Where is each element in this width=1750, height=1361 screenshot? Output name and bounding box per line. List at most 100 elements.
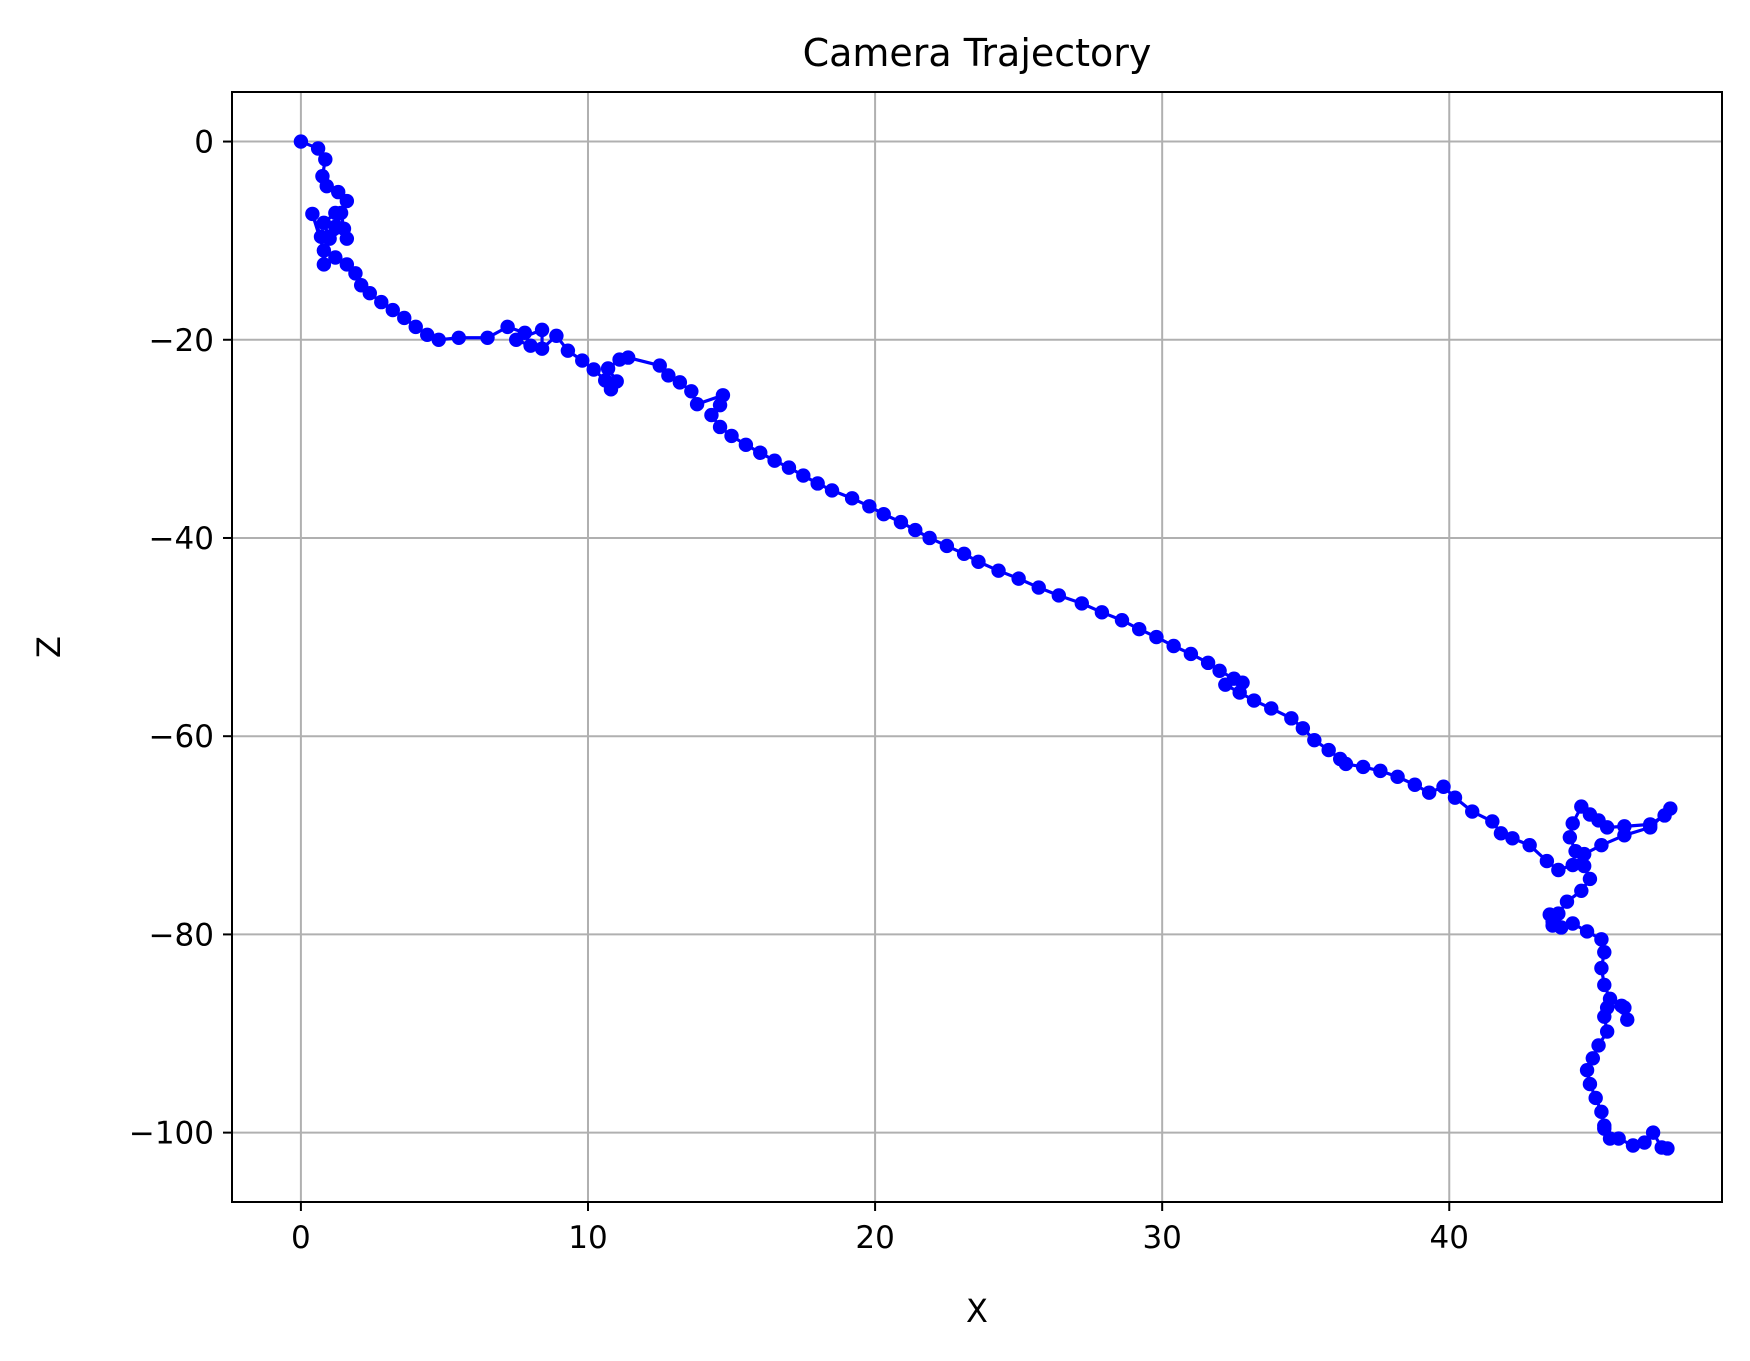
trajectory-point bbox=[609, 374, 624, 389]
trajectory-point bbox=[712, 419, 728, 435]
trajectory-point bbox=[1620, 1012, 1635, 1027]
trajectory-point bbox=[328, 205, 343, 221]
trajectory-point bbox=[672, 375, 688, 390]
trajectory-point bbox=[331, 184, 346, 200]
trajectory-point bbox=[1390, 769, 1405, 785]
trajectory-point bbox=[684, 384, 699, 399]
x-tick-label: 10 bbox=[568, 1220, 607, 1256]
trajectory-point bbox=[374, 294, 389, 310]
plot-frame bbox=[231, 91, 1723, 1203]
trajectory-point bbox=[600, 361, 616, 376]
trajectory-point bbox=[310, 141, 326, 156]
trajectory-point bbox=[586, 362, 601, 377]
trajectory-point bbox=[796, 468, 811, 483]
trajectory-point bbox=[1597, 945, 1612, 960]
x-tick-label: 30 bbox=[1142, 1220, 1181, 1256]
trajectory-point bbox=[1051, 588, 1067, 603]
trajectory-point bbox=[1645, 1125, 1661, 1140]
trajectory-point bbox=[620, 350, 636, 365]
trajectory-point bbox=[549, 328, 564, 344]
trajectory-point bbox=[1594, 838, 1609, 853]
trajectory-point bbox=[689, 396, 705, 412]
trajectory-point bbox=[1436, 779, 1451, 794]
y-tick-label: −100 bbox=[129, 1116, 214, 1152]
trajectory-point bbox=[1493, 826, 1509, 841]
trajectory-point bbox=[893, 514, 909, 530]
y-tick-label: −60 bbox=[149, 719, 214, 755]
trajectory-point bbox=[1594, 932, 1609, 947]
trajectory-point bbox=[1011, 571, 1026, 586]
trajectory-point bbox=[362, 285, 378, 301]
trajectory-point bbox=[1114, 613, 1130, 628]
trajectory-point bbox=[991, 563, 1006, 578]
trajectory-point bbox=[1637, 1135, 1652, 1150]
trajectory-point bbox=[1576, 858, 1592, 874]
trajectory-point bbox=[1611, 1131, 1626, 1146]
y-axis-label: Z bbox=[30, 636, 68, 658]
trajectory-point bbox=[1565, 816, 1580, 831]
trajectory-point bbox=[1166, 638, 1181, 654]
trajectory-point bbox=[844, 491, 860, 506]
trajectory-point bbox=[1579, 1062, 1595, 1078]
trajectory-point bbox=[1588, 1090, 1603, 1106]
trajectory-point bbox=[1643, 817, 1658, 832]
trajectory-point bbox=[1505, 831, 1520, 846]
trajectory-point bbox=[1565, 857, 1580, 873]
y-tick-label: −40 bbox=[149, 521, 214, 557]
trajectory-point bbox=[420, 327, 435, 343]
trajectory-point bbox=[1617, 819, 1632, 834]
trajectory-point bbox=[385, 302, 400, 318]
trajectory-line bbox=[300, 140, 1672, 1151]
trajectory-point bbox=[451, 330, 467, 345]
trajectory-point bbox=[480, 330, 495, 345]
trajectory-point bbox=[1568, 843, 1583, 859]
trajectory-point bbox=[1307, 732, 1322, 748]
trajectory-point bbox=[939, 538, 955, 554]
y-tick-label: −80 bbox=[149, 917, 214, 953]
trajectory-point bbox=[1183, 646, 1199, 662]
trajectory-point bbox=[862, 499, 877, 514]
trajectory-point bbox=[316, 243, 332, 258]
trajectory-point bbox=[316, 215, 332, 231]
trajectory-point bbox=[1094, 605, 1110, 620]
trajectory-point bbox=[1284, 711, 1299, 726]
trajectory-point bbox=[1614, 998, 1629, 1013]
trajectory-point bbox=[1660, 1141, 1675, 1156]
trajectory-point bbox=[1338, 756, 1354, 772]
trajectory-point bbox=[1597, 1121, 1612, 1136]
trajectory-point bbox=[1321, 742, 1336, 758]
trajectory-point bbox=[560, 343, 576, 358]
trajectory-point bbox=[339, 193, 355, 209]
trajectory-point bbox=[293, 134, 309, 149]
trajectory-point bbox=[1232, 685, 1247, 700]
trajectory-point bbox=[956, 546, 972, 562]
trajectory-point bbox=[1074, 596, 1089, 611]
trajectory-point bbox=[397, 310, 412, 326]
trajectory-point bbox=[318, 152, 333, 167]
trajectory-point bbox=[781, 460, 797, 475]
trajectory-point bbox=[1522, 838, 1537, 853]
trajectory-point bbox=[305, 206, 320, 222]
trajectory-point bbox=[767, 453, 782, 468]
trajectory-point bbox=[1591, 1038, 1606, 1053]
trajectory-point bbox=[1246, 693, 1262, 708]
trajectory-point bbox=[1218, 677, 1233, 692]
trajectory-point bbox=[1447, 790, 1463, 805]
trajectory-point bbox=[1551, 862, 1566, 878]
trajectory-point bbox=[1594, 1104, 1609, 1120]
series-layer bbox=[293, 134, 1678, 1156]
trajectory-point bbox=[408, 319, 423, 335]
y-tick-label: −20 bbox=[149, 323, 214, 359]
x-axis-label: X bbox=[966, 1292, 988, 1330]
grid-layer bbox=[232, 92, 1722, 1202]
trajectory-point bbox=[1625, 1138, 1641, 1153]
trajectory-point bbox=[339, 257, 355, 272]
trajectory-point bbox=[1574, 883, 1589, 899]
trajectory-point bbox=[1421, 785, 1437, 800]
trajectory-point bbox=[1585, 1051, 1601, 1066]
x-tick-label: 40 bbox=[1430, 1220, 1469, 1256]
trajectory-point bbox=[500, 319, 515, 335]
trajectory-point bbox=[1562, 830, 1578, 845]
trajectory-point bbox=[738, 437, 754, 453]
